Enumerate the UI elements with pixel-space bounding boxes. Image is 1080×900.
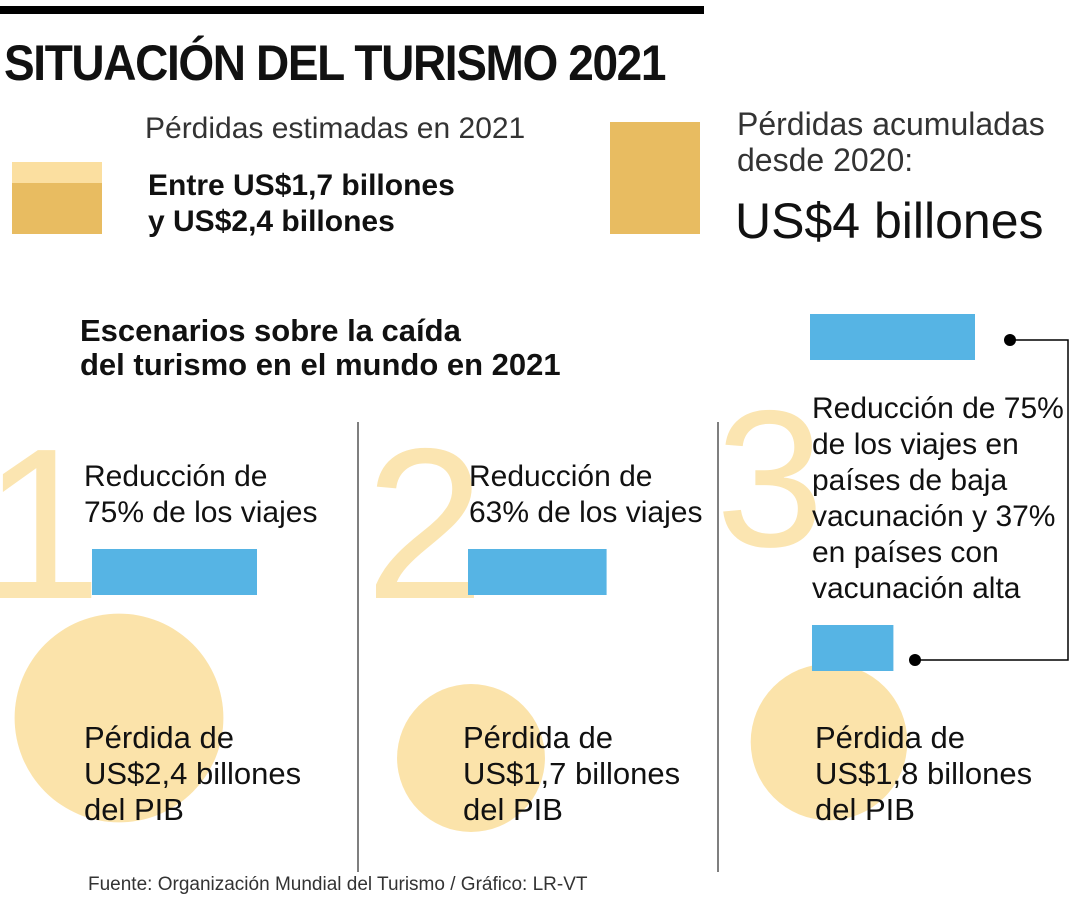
scenario-2-text-line-1: Reducción de (469, 460, 652, 493)
estimated-low-swatch (12, 183, 102, 234)
scenario-3-text-line-2: de los viajes en (812, 428, 1019, 461)
scenario-2-loss-line-3: del PIB (463, 792, 563, 827)
accumulated-losses-label: Pérdidas acumuladas desde 2020: (737, 106, 1045, 178)
accumulated-value: US$4 billones (735, 193, 1044, 249)
scenario-3-text-line-4: vacunación y 37% (812, 500, 1056, 533)
scenario-3-text-line-3: países de baja (812, 464, 1007, 497)
page-title: SITUACIÓN DEL TURISMO 2021 (4, 35, 666, 91)
scenario-2-loss-line-2: US$1,7 billones (463, 756, 680, 791)
scenario-1-reduction-bar (92, 549, 257, 595)
scenario-1-text-line-1: Reducción de (84, 460, 267, 493)
estimated-losses-label: Pérdidas estimadas en 2021 (145, 112, 526, 145)
scenario-3-loss-line-1: Pérdida de (815, 720, 965, 755)
scenario-1-loss-line-3: del PIB (84, 792, 184, 827)
scenario-3-reduction-bar-low-vaccination (810, 314, 975, 360)
scenario-2-text-line-2: 63% de los viajes (469, 496, 702, 529)
scenario-1-text-line-2: 75% de los viajes (84, 496, 317, 529)
scenario-2-reduction-bar (468, 549, 607, 595)
accumulated-label-line1: Pérdidas acumuladas (737, 106, 1045, 142)
accumulated-label-line2: desde 2020: (737, 142, 914, 178)
scenario-3-text-line-5: en países con (812, 536, 999, 569)
source-note: Fuente: Organización Mundial del Turismo… (88, 874, 588, 895)
scenario-3-text-line-6: vacunación alta (812, 572, 1021, 605)
loss-circle-3 (750, 663, 908, 821)
scenario-number-2: 2 (365, 403, 485, 644)
loss-circle-2 (397, 684, 545, 832)
scenario-3-connector (915, 339, 1069, 661)
scenario-1-loss-line-2: US$2,4 billones (84, 756, 301, 791)
scenarios-title: Escenarios sobre la caída del turismo en… (80, 314, 561, 382)
scenario-3-loss-line-2: US$1,8 billones (815, 756, 1032, 791)
loss-circle-1 (14, 613, 224, 823)
scenarios-title-line2: del turismo en el mundo en 2021 (80, 347, 561, 382)
estimated-range-text: Entre US$1,7 billones y US$2,4 billones (148, 168, 455, 240)
scenario-3-connector-dot-top (1004, 334, 1016, 346)
scenario-3-text-line-1: Reducción de 75% (812, 392, 1064, 425)
scenario-number-1: 1 (0, 403, 102, 644)
scenario-number-3: 3 (716, 370, 824, 588)
top-rule (0, 6, 704, 14)
accumulated-swatch (610, 122, 700, 234)
scenario-1-loss-line-1: Pérdida de (84, 720, 234, 755)
scenario-2-loss-line-1: Pérdida de (463, 720, 613, 755)
scenarios-title-line1: Escenarios sobre la caída (80, 313, 461, 348)
estimated-range-line2: y US$2,4 billones (148, 205, 395, 238)
scenario-3-connector-dot-bottom (909, 654, 921, 666)
estimated-range-line1: Entre US$1,7 billones (148, 169, 455, 202)
scenario-3-loss-line-3: del PIB (815, 792, 915, 827)
scenario-3-reduction-bar-high-vaccination (812, 625, 894, 671)
